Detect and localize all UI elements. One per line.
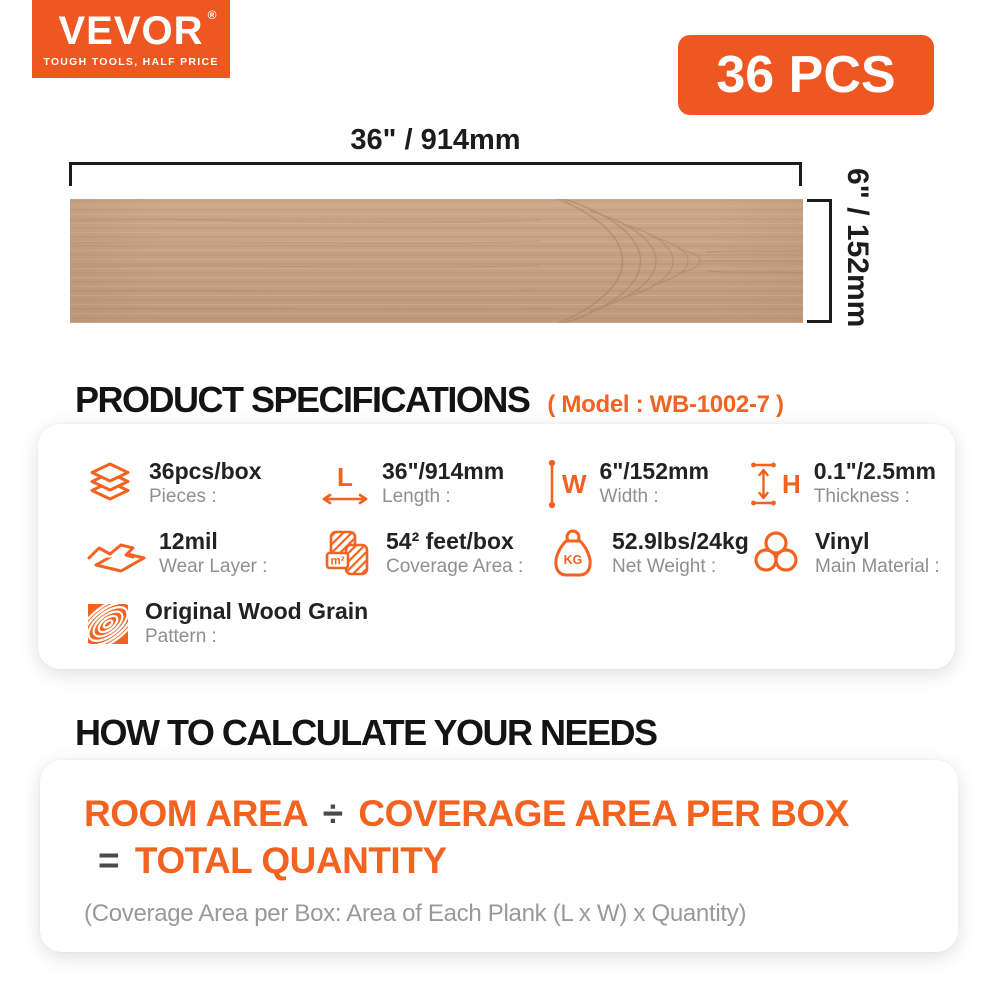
- calculation-title: HOW TO CALCULATE YOUR NEEDS: [75, 712, 658, 753]
- divide-operator: ÷: [322, 793, 343, 834]
- specifications-title: PRODUCT SPECIFICATIONS: [75, 379, 531, 420]
- spec-value-net-weight: 52.9lbs/24kg: [612, 527, 749, 554]
- spec-item-wear-layer: 12mil Wear Layer :: [84, 526, 321, 582]
- spec-label-pattern: Pattern :: [145, 626, 217, 648]
- thickness-icon: H: [750, 458, 801, 510]
- coverage-area-icon: m²: [321, 528, 373, 580]
- registered-mark: ®: [207, 7, 218, 22]
- spec-value-coverage-area: 54² feet/box: [386, 527, 514, 554]
- spec-item-width: W 6"/152mm Width :: [547, 456, 750, 512]
- spec-label-net-weight: Net Weight :: [612, 556, 717, 578]
- spec-label-wear-layer: Wear Layer :: [159, 556, 268, 578]
- spec-value-length: 36"/914mm: [382, 457, 505, 484]
- calculation-heading: HOW TO CALCULATE YOUR NEEDS: [75, 712, 658, 754]
- spec-label-coverage-area: Coverage Area :: [386, 556, 524, 578]
- spec-item-pieces: 36pcs/box Pieces :: [84, 456, 321, 512]
- svg-text:m²: m²: [330, 556, 344, 568]
- spec-label-material: Main Material :: [815, 556, 940, 578]
- calculation-card: ROOM AREA ÷ COVERAGE AREA PER BOX = TOTA…: [40, 760, 958, 952]
- spec-item-net-weight: KG 52.9lbs/24kg Net Weight :: [547, 526, 750, 582]
- plank-length-label: 36" / 914mm: [350, 124, 521, 156]
- spec-label-length: Length :: [382, 486, 451, 508]
- material-icon: [750, 528, 802, 580]
- spec-value-pattern: Original Wood Grain: [145, 597, 369, 624]
- vevor-wordmark: VEVOR ®: [58, 8, 216, 53]
- formula-coverage-area: COVERAGE AREA PER BOX: [358, 793, 849, 834]
- spec-label-thickness: Thickness :: [813, 486, 910, 508]
- spec-value-thickness: 0.1"/2.5mm: [813, 457, 936, 484]
- pcs-count-badge: 36 PCS: [678, 35, 934, 115]
- plank-width-label: 6" / 152mm: [841, 168, 874, 328]
- pattern-icon: [84, 600, 132, 648]
- spec-item-pattern: Original Wood Grain Pattern :: [84, 596, 368, 652]
- spec-value-width: 6"/152mm: [599, 457, 709, 484]
- width-dimension-bracket: [807, 199, 832, 323]
- specifications-card: 36pcs/box Pieces : L 36"/914mm Length :: [38, 424, 955, 669]
- spec-label-width: Width :: [599, 486, 659, 508]
- equals-operator: =: [98, 840, 120, 882]
- spec-value-material: Vinyl: [815, 527, 870, 554]
- spec-item-thickness: H 0.1"/2.5mm Thickness :: [750, 456, 941, 512]
- spec-item-coverage-area: m² 54² feet/box Coverage Area :: [321, 526, 547, 582]
- brand-tagline: TOUGH TOOLS, HALF PRICE: [43, 55, 219, 68]
- logo-text: VEVOR: [58, 8, 204, 53]
- coverage-note: (Coverage Area per Box: Area of Each Pla…: [84, 899, 747, 927]
- plank-image: [70, 199, 803, 323]
- formula-total-quantity: TOTAL QUANTITY: [134, 840, 447, 882]
- wood-plank-graphic: [70, 199, 803, 323]
- vevor-logo: VEVOR ® TOUGH TOOLS, HALF PRICE: [32, 0, 230, 78]
- spec-value-wear-layer: 12mil: [159, 527, 218, 554]
- layers-icon: [84, 458, 136, 510]
- spec-item-length: L 36"/914mm Length :: [321, 456, 547, 512]
- net-weight-icon: KG: [547, 528, 599, 580]
- model-number: ( Model : WB-1002-7 ): [547, 391, 784, 418]
- formula-room-area: ROOM AREA: [84, 793, 307, 834]
- length-dimension-line: [69, 162, 802, 186]
- specifications-grid: 36pcs/box Pieces : L 36"/914mm Length :: [38, 424, 955, 652]
- formula-line-1: ROOM AREA ÷ COVERAGE AREA PER BOX: [84, 790, 922, 837]
- width-icon: W: [547, 458, 587, 510]
- formula-line-2: = TOTAL QUANTITY: [84, 837, 922, 884]
- spec-item-material: Vinyl Main Material :: [750, 526, 941, 582]
- length-icon: L: [321, 464, 369, 505]
- svg-text:KG: KG: [564, 553, 583, 567]
- specifications-heading: PRODUCT SPECIFICATIONS ( Model : WB-1002…: [75, 379, 784, 421]
- wear-layer-icon: [84, 529, 146, 579]
- spec-label-pieces: Pieces :: [149, 486, 217, 508]
- spec-value-pieces: 36pcs/box: [149, 457, 262, 484]
